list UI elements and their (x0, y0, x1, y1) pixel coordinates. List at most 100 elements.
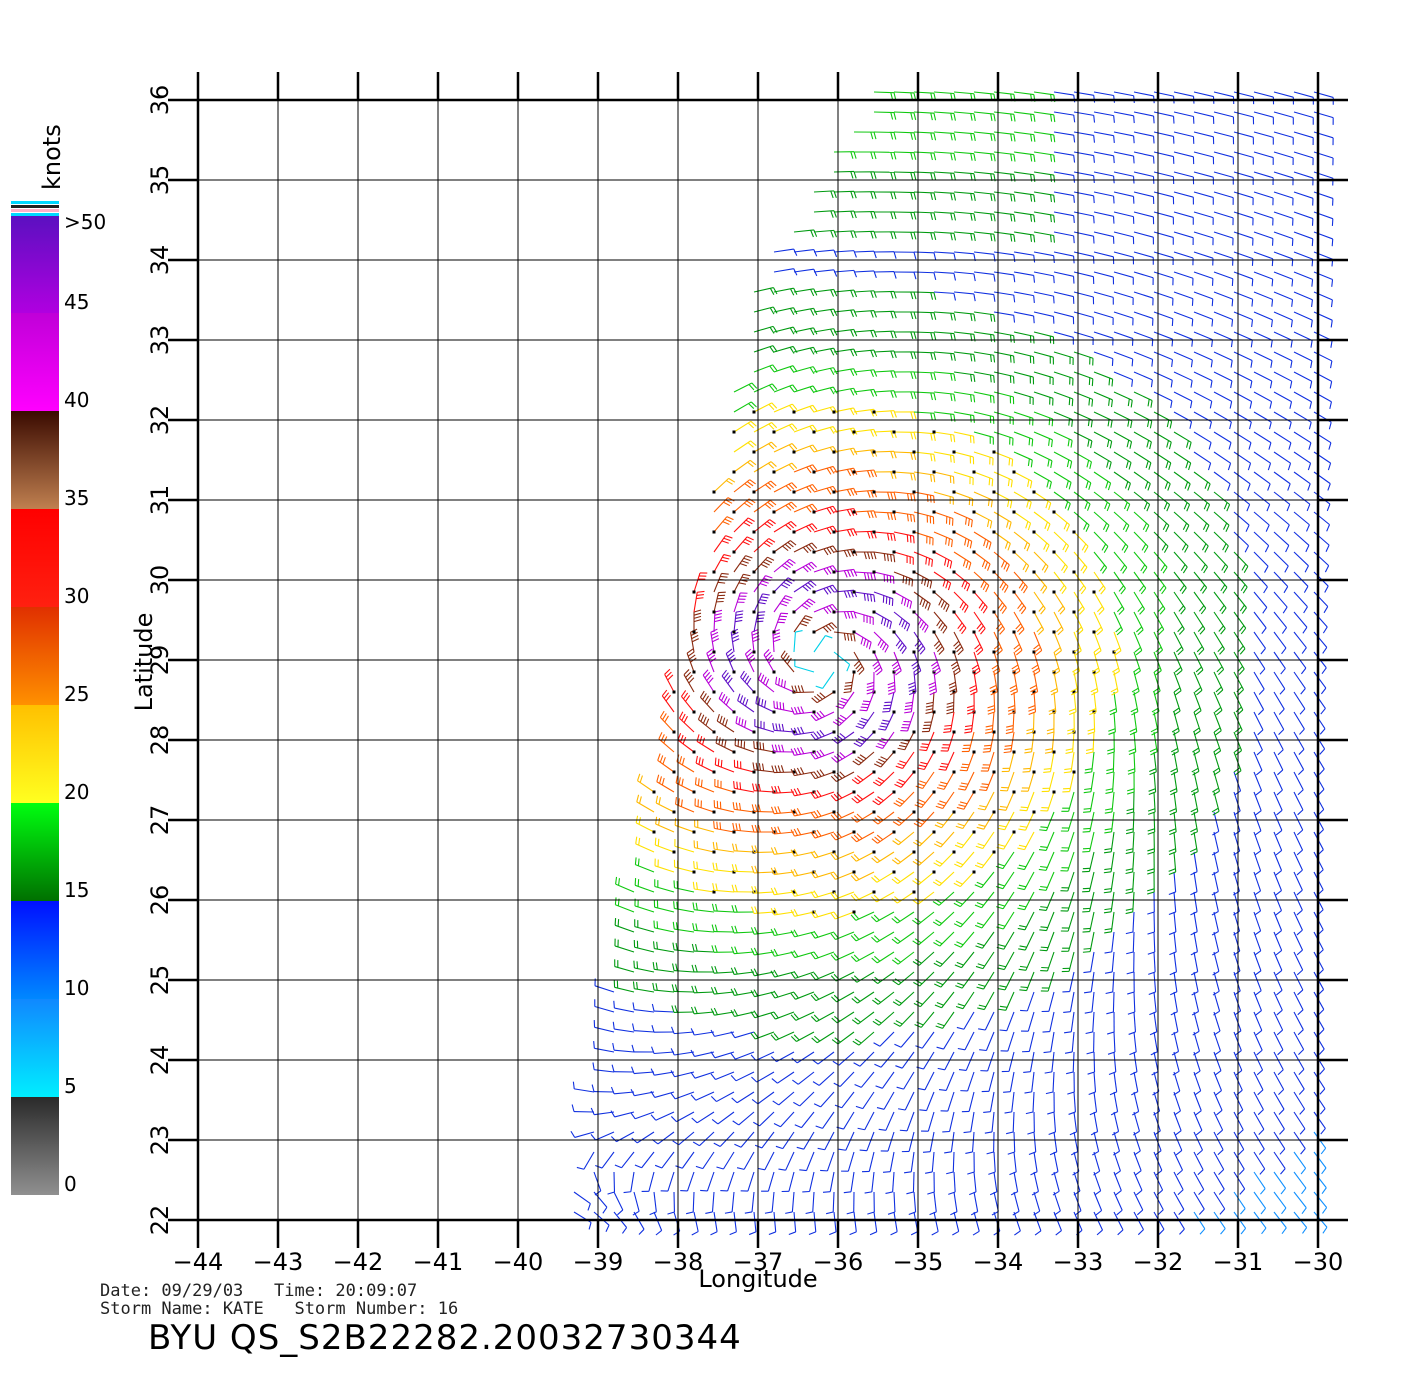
wind-barb (732, 802, 756, 814)
wind-barb (831, 991, 855, 1003)
legend-cap-stripe (11, 209, 59, 212)
wind-barb (1168, 831, 1177, 856)
wind-barb (1273, 691, 1285, 715)
wind-barb (610, 1086, 635, 1095)
wind-barb (1013, 311, 1035, 324)
wind-barb (975, 951, 995, 970)
wind-barb (1113, 291, 1134, 306)
wind-barb (1009, 670, 1018, 696)
wind-barb (1126, 951, 1135, 975)
wind-barb (1073, 511, 1090, 532)
wind-barb (892, 630, 907, 654)
wind-barb (1022, 751, 1035, 773)
wind-barb (1084, 751, 1095, 774)
wind-barb (1213, 391, 1233, 409)
wind-barb (1019, 971, 1035, 992)
wind-barb (996, 830, 1016, 850)
wind-barb (799, 1151, 815, 1172)
wind-barb (1193, 251, 1214, 266)
wind-barb (790, 706, 816, 715)
wind-barb (852, 751, 875, 766)
longitude-tick-label: −34 (973, 1248, 1024, 1276)
wind-barb (873, 591, 894, 606)
wind-barb (1253, 611, 1267, 635)
wind-barb (672, 921, 695, 933)
wind-barb (1253, 371, 1273, 389)
wind-barb (785, 1191, 795, 1214)
wind-barb (913, 211, 937, 221)
wind-barb (1233, 511, 1250, 532)
wind-barb (652, 982, 675, 993)
wind-barb (1293, 591, 1308, 614)
wind-barb (917, 1071, 935, 1091)
wind-barb (1113, 631, 1122, 656)
wind-barb (1045, 1071, 1055, 1095)
wind-barb (1233, 331, 1253, 348)
wind-barb (1173, 611, 1185, 635)
longitude-tick-label: −43 (253, 1248, 304, 1276)
wind-barb (893, 191, 917, 200)
wind-barb (1293, 131, 1314, 145)
wind-barb (1012, 590, 1027, 615)
wind-barb (1133, 1151, 1142, 1176)
wind-barb (1061, 791, 1075, 812)
wind-barb (1038, 851, 1055, 871)
wind-barb (712, 591, 726, 614)
wind-barb (913, 251, 937, 260)
wind-barb (1073, 431, 1093, 449)
wind-barb (1173, 651, 1183, 676)
wind-barb (1273, 131, 1294, 145)
wind-barb (791, 685, 815, 694)
wind-barb (1113, 231, 1135, 245)
wind-barb (1173, 291, 1194, 306)
wind-barb (952, 490, 974, 507)
wind-barb (1273, 431, 1292, 450)
wind-barb (812, 1071, 835, 1086)
wind-barb (1042, 1011, 1055, 1033)
wind-barb (810, 809, 836, 819)
wind-barb (1003, 731, 1015, 754)
wind-barb (972, 590, 988, 614)
wind-barb (993, 511, 1012, 530)
wind-barb (885, 1171, 895, 1195)
wind-barb (653, 1211, 663, 1236)
wind-barb (1032, 610, 1045, 636)
wind-barb (1048, 1111, 1057, 1135)
longitude-tick-label: −33 (1053, 1248, 1104, 1276)
wind-barb (1173, 571, 1187, 594)
wind-barb (1169, 931, 1177, 956)
wind-barb (993, 211, 1016, 222)
wind-barb (1253, 311, 1273, 328)
wind-barb (1052, 1171, 1060, 1196)
wind-barb (1063, 991, 1075, 1013)
wind-barb (1273, 831, 1283, 856)
wind-barb (873, 390, 897, 398)
wind-barb (850, 890, 876, 902)
wind-barb (875, 1071, 895, 1089)
wind-barb (833, 250, 857, 258)
wind-barb (1190, 911, 1198, 936)
wind-barb (1113, 91, 1135, 104)
wind-barb (1192, 731, 1201, 756)
wind-barb (1053, 611, 1064, 636)
wind-barb (773, 443, 798, 453)
wind-barb (995, 851, 1015, 870)
wind-barb (1013, 291, 1035, 303)
wind-barb (950, 650, 961, 676)
wind-barb (1153, 531, 1169, 553)
wind-barb (913, 811, 935, 828)
wind-barb (1009, 1151, 1017, 1176)
latitude-tick-label: 27 (146, 805, 174, 836)
wind-barb (1007, 1131, 1016, 1155)
wind-barb (953, 891, 975, 908)
wind-barb (1126, 771, 1135, 795)
wind-barb (677, 733, 696, 754)
wind-barb (1133, 451, 1152, 470)
wind-barb (1126, 791, 1135, 815)
wind-barb (1149, 751, 1157, 776)
wind-barb (794, 659, 815, 673)
wind-barb (1313, 531, 1330, 552)
wind-barb (808, 1211, 817, 1236)
wind-barb (1053, 351, 1074, 366)
wind-barb (953, 391, 976, 403)
